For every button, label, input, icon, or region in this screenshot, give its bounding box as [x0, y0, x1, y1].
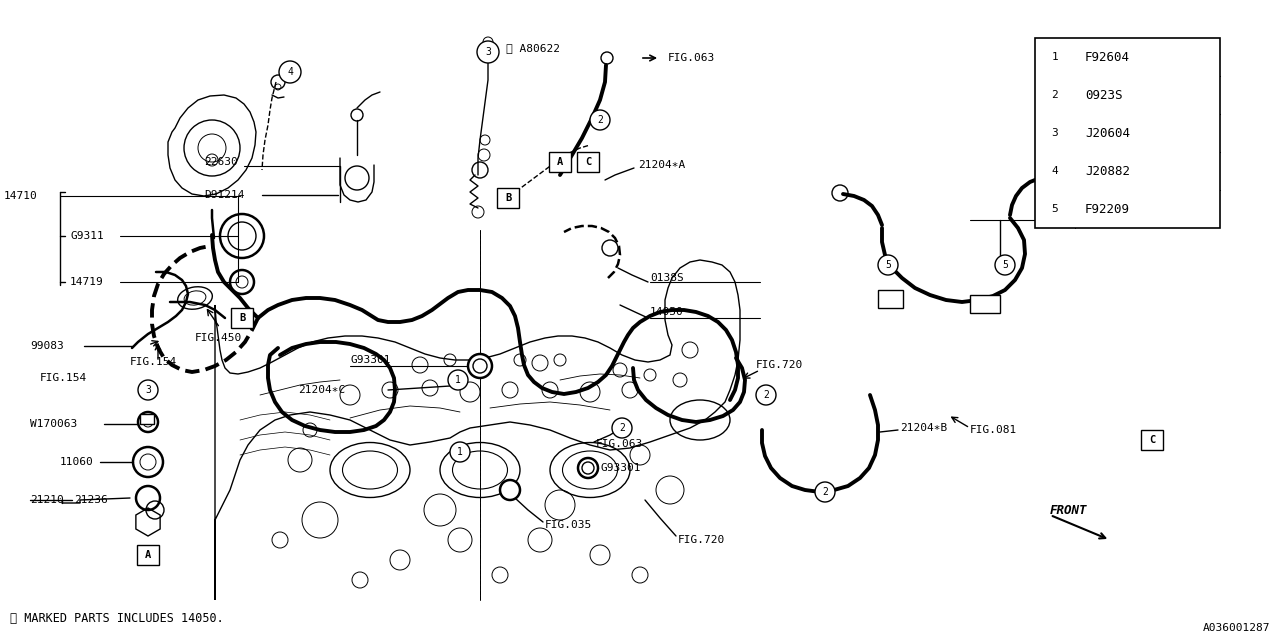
Text: 0923S: 0923S: [1085, 88, 1123, 102]
Text: 3: 3: [1052, 128, 1059, 138]
FancyBboxPatch shape: [577, 152, 599, 172]
Text: 21210: 21210: [29, 495, 64, 505]
Text: FIG.450: FIG.450: [195, 333, 242, 343]
FancyBboxPatch shape: [1036, 38, 1220, 228]
Text: J20604: J20604: [1085, 127, 1130, 140]
Text: C: C: [1149, 435, 1155, 445]
Text: 5: 5: [884, 260, 891, 270]
Text: B: B: [504, 193, 511, 203]
Text: ※ A80622: ※ A80622: [506, 43, 561, 53]
Text: F92209: F92209: [1085, 202, 1130, 216]
Text: 1: 1: [1052, 52, 1059, 62]
FancyBboxPatch shape: [970, 295, 1000, 313]
Text: FIG.720: FIG.720: [756, 360, 804, 370]
Circle shape: [1044, 122, 1066, 144]
Text: 2: 2: [1052, 90, 1059, 100]
FancyBboxPatch shape: [549, 152, 571, 172]
Circle shape: [279, 61, 301, 83]
Text: FIG.063: FIG.063: [668, 53, 716, 63]
Text: G93301: G93301: [349, 355, 390, 365]
Text: G9311: G9311: [70, 231, 104, 241]
Circle shape: [1044, 160, 1066, 182]
Text: 1: 1: [457, 447, 463, 457]
Text: 0138S: 0138S: [650, 273, 684, 283]
Text: D91214: D91214: [204, 190, 244, 200]
Text: FIG.035: FIG.035: [545, 520, 593, 530]
Text: 4: 4: [287, 67, 293, 77]
Text: W170063: W170063: [29, 419, 77, 429]
Text: 5: 5: [1052, 204, 1059, 214]
Text: ※ MARKED PARTS INCLUDES 14050.: ※ MARKED PARTS INCLUDES 14050.: [10, 611, 224, 625]
Text: A: A: [557, 157, 563, 167]
Text: F92604: F92604: [1085, 51, 1130, 63]
Text: 1: 1: [456, 375, 461, 385]
Text: B: B: [239, 313, 246, 323]
Circle shape: [138, 380, 157, 400]
FancyBboxPatch shape: [878, 290, 902, 308]
Text: FIG.063: FIG.063: [596, 439, 644, 449]
Circle shape: [451, 442, 470, 462]
Text: 14710: 14710: [4, 191, 37, 201]
Text: 4: 4: [1052, 166, 1059, 176]
Text: 14472: 14472: [1070, 213, 1103, 223]
Text: 22630: 22630: [204, 157, 238, 167]
Circle shape: [590, 110, 611, 130]
Text: G93301: G93301: [600, 463, 640, 473]
Text: 21204∗C: 21204∗C: [298, 385, 346, 395]
Text: FIG.720: FIG.720: [678, 535, 726, 545]
Text: 2: 2: [596, 115, 603, 125]
Text: 5: 5: [1002, 260, 1007, 270]
Circle shape: [468, 354, 492, 378]
Circle shape: [448, 370, 468, 390]
Text: 11060: 11060: [60, 457, 93, 467]
Text: C: C: [585, 157, 591, 167]
Circle shape: [756, 385, 776, 405]
Text: A036001287: A036001287: [1202, 623, 1270, 633]
Circle shape: [995, 255, 1015, 275]
FancyBboxPatch shape: [1140, 430, 1164, 450]
Circle shape: [1044, 84, 1066, 106]
Text: 21236: 21236: [74, 495, 108, 505]
Text: FRONT: FRONT: [1050, 504, 1088, 516]
Text: FIG.154: FIG.154: [40, 373, 87, 383]
Text: 21204∗A: 21204∗A: [637, 160, 685, 170]
Text: 21204∗B: 21204∗B: [900, 423, 947, 433]
Text: 14719: 14719: [70, 277, 104, 287]
Text: 3: 3: [485, 47, 492, 57]
Text: J20882: J20882: [1085, 164, 1130, 177]
Circle shape: [815, 482, 835, 502]
Text: 14050: 14050: [650, 307, 684, 317]
Circle shape: [579, 458, 598, 478]
Circle shape: [477, 41, 499, 63]
Circle shape: [878, 255, 899, 275]
Text: 2: 2: [620, 423, 625, 433]
Circle shape: [500, 480, 520, 500]
FancyBboxPatch shape: [140, 414, 154, 424]
FancyBboxPatch shape: [497, 188, 518, 208]
Circle shape: [1044, 46, 1066, 68]
FancyBboxPatch shape: [230, 308, 253, 328]
Text: FIG.154: FIG.154: [131, 357, 177, 367]
Text: 2: 2: [822, 487, 828, 497]
Circle shape: [612, 418, 632, 438]
Text: 99083: 99083: [29, 341, 64, 351]
Text: 3: 3: [145, 385, 151, 395]
Text: FIG.081: FIG.081: [970, 425, 1018, 435]
FancyBboxPatch shape: [137, 545, 159, 565]
Text: 2: 2: [763, 390, 769, 400]
Text: A: A: [145, 550, 151, 560]
Circle shape: [1044, 198, 1066, 220]
